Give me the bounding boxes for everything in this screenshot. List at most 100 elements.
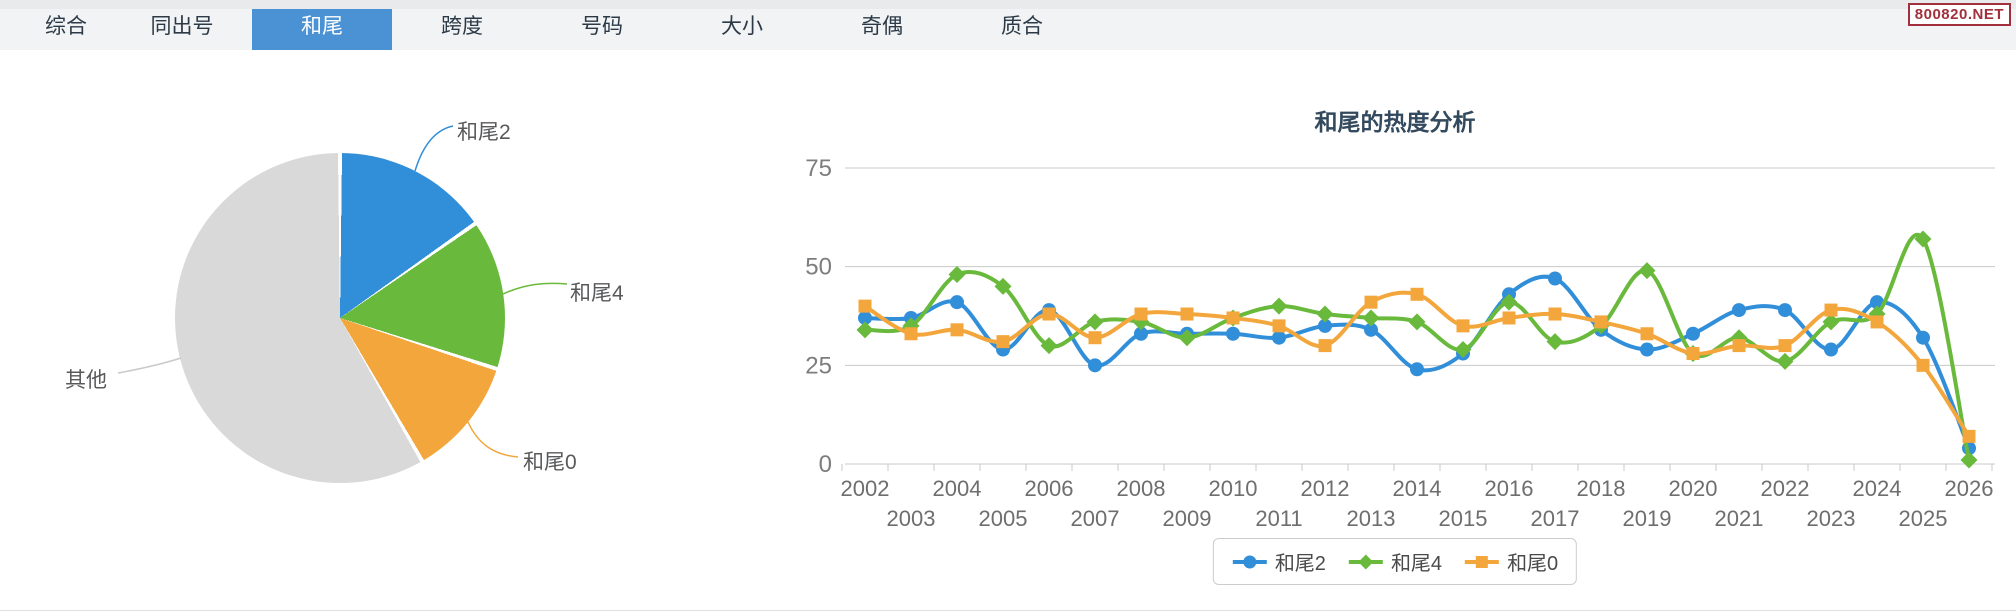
marker-circle xyxy=(1824,342,1838,357)
marker-square xyxy=(950,323,964,337)
legend-item-和尾2[interactable]: 和尾2 xyxy=(1232,547,1326,576)
marker-diamond xyxy=(1914,230,1932,248)
x-tick-label: 2005 xyxy=(979,506,1028,531)
marker-diamond xyxy=(1776,352,1794,370)
line-chart-canvas: 0 25 50 75 2002 2003 2004 2005 2006 2007 2008 2009 2… xyxy=(805,155,1995,531)
marker-square xyxy=(1640,327,1654,341)
marker-diamond xyxy=(1086,313,1104,331)
x-tick-label: 2017 xyxy=(1531,506,1580,531)
marker-circle xyxy=(1318,318,1332,333)
line-chart-panel: 和尾的热度分析 0 25 50 75 2002 2003 2004 2005 2006 2007 2… xyxy=(782,95,2008,600)
marker-square xyxy=(1916,358,1930,372)
marker-diamond xyxy=(856,321,874,339)
marker-diamond xyxy=(1822,313,1840,331)
marker-diamond xyxy=(1132,313,1150,331)
tab-和尾[interactable]: 和尾 xyxy=(252,0,392,50)
tab-同出号[interactable]: 同出号 xyxy=(150,15,214,38)
marker-square xyxy=(1318,339,1332,353)
marker-circle xyxy=(1778,303,1792,318)
marker-square xyxy=(1594,315,1608,329)
x-tick-label: 2024 xyxy=(1853,476,1902,501)
marker-diamond xyxy=(1178,329,1196,347)
marker-diamond xyxy=(1960,451,1978,469)
marker-square xyxy=(858,299,872,313)
pie-label-other: 其他 xyxy=(65,369,107,392)
marker-square xyxy=(996,335,1010,349)
legend-label: 和尾2 xyxy=(1274,553,1326,575)
marker-square xyxy=(1686,346,1700,360)
marker-diamond xyxy=(994,277,1012,295)
x-tick-label: 2021 xyxy=(1715,506,1764,531)
pie-label-hewei2: 和尾2 xyxy=(457,121,511,144)
marker-square xyxy=(1962,429,1976,443)
y-tick-label: 25 xyxy=(805,352,832,379)
watermark-badge: 800820.NET xyxy=(1907,3,2011,26)
tab-综合[interactable]: 综合 xyxy=(45,15,87,38)
legend-item-和尾4[interactable]: 和尾4 xyxy=(1348,547,1442,576)
marker-diamond xyxy=(1270,297,1288,315)
x-tick-label: 2003 xyxy=(887,506,936,531)
marker-diamond xyxy=(1316,305,1334,323)
x-tick-label: 2004 xyxy=(933,476,982,501)
marker-square xyxy=(1410,287,1424,301)
x-tick-label: 2014 xyxy=(1393,476,1442,501)
marker-circle xyxy=(1916,330,1930,345)
legend-label: 和尾0 xyxy=(1507,553,1559,575)
legend-marker-square-icon xyxy=(1465,555,1500,568)
x-tick-label: 2010 xyxy=(1209,476,1258,501)
x-tick-label: 2002 xyxy=(841,476,890,501)
marker-square xyxy=(1180,307,1194,321)
marker-circle xyxy=(1088,358,1102,373)
marker-diamond xyxy=(948,266,966,284)
tab-跨度[interactable]: 跨度 xyxy=(441,15,483,38)
marker-square xyxy=(1456,319,1470,333)
marker-square xyxy=(1502,311,1516,325)
y-tick-label: 50 xyxy=(805,254,832,281)
x-tick-label: 2008 xyxy=(1117,476,1166,501)
pie-label-hewei0: 和尾0 xyxy=(523,451,577,474)
marker-diamond xyxy=(1362,309,1380,327)
x-tick-label: 2019 xyxy=(1623,506,1672,531)
legend-item-和尾0[interactable]: 和尾0 xyxy=(1464,547,1558,576)
x-tick-label: 2022 xyxy=(1761,476,1810,501)
tab-奇偶[interactable]: 奇偶 xyxy=(861,15,903,38)
marker-square xyxy=(1226,311,1240,325)
marker-square xyxy=(1548,307,1562,321)
bottom-divider xyxy=(0,610,2016,611)
x-tick-label: 2020 xyxy=(1669,476,1718,501)
marker-circle xyxy=(1548,271,1562,286)
pie-chart[interactable] xyxy=(175,153,505,483)
x-tick-label: 2018 xyxy=(1577,476,1626,501)
line-series-和尾4 xyxy=(863,233,1971,463)
marker-circle xyxy=(1732,303,1746,318)
tab-号码[interactable]: 号码 xyxy=(581,15,623,38)
marker-circle xyxy=(1686,326,1700,341)
marker-square xyxy=(1134,307,1148,321)
x-tick-label: 2011 xyxy=(1255,506,1302,531)
marker-square xyxy=(1042,307,1056,321)
y-tick-label: 0 xyxy=(819,451,832,478)
marker-diamond xyxy=(1040,337,1058,355)
marker-square xyxy=(1272,319,1286,333)
marker-circle xyxy=(1226,326,1240,341)
marker-circle xyxy=(950,295,964,310)
x-tick-label: 2013 xyxy=(1347,506,1396,531)
marker-circle xyxy=(858,310,872,325)
legend-marker-diamond-icon xyxy=(1348,554,1383,569)
marker-diamond xyxy=(1500,293,1518,311)
marker-diamond xyxy=(1454,341,1472,359)
x-tick-label: 2006 xyxy=(1025,476,1074,501)
y-tick-label: 75 xyxy=(805,155,832,182)
marker-diamond xyxy=(1638,262,1656,280)
x-tick-label: 2009 xyxy=(1163,506,1212,531)
legend-marker-circle-icon xyxy=(1232,555,1267,568)
marker-circle xyxy=(1364,322,1378,337)
marker-circle xyxy=(1410,362,1424,377)
chart-legend: 和尾2 和尾4 和尾0 xyxy=(1212,538,1578,585)
tab-大小[interactable]: 大小 xyxy=(721,15,763,38)
tab-质合[interactable]: 质合 xyxy=(1001,15,1043,38)
x-tick-label: 2025 xyxy=(1899,506,1948,531)
marker-square xyxy=(904,327,918,341)
marker-square xyxy=(1088,331,1102,345)
x-tick-label: 2012 xyxy=(1301,476,1350,501)
